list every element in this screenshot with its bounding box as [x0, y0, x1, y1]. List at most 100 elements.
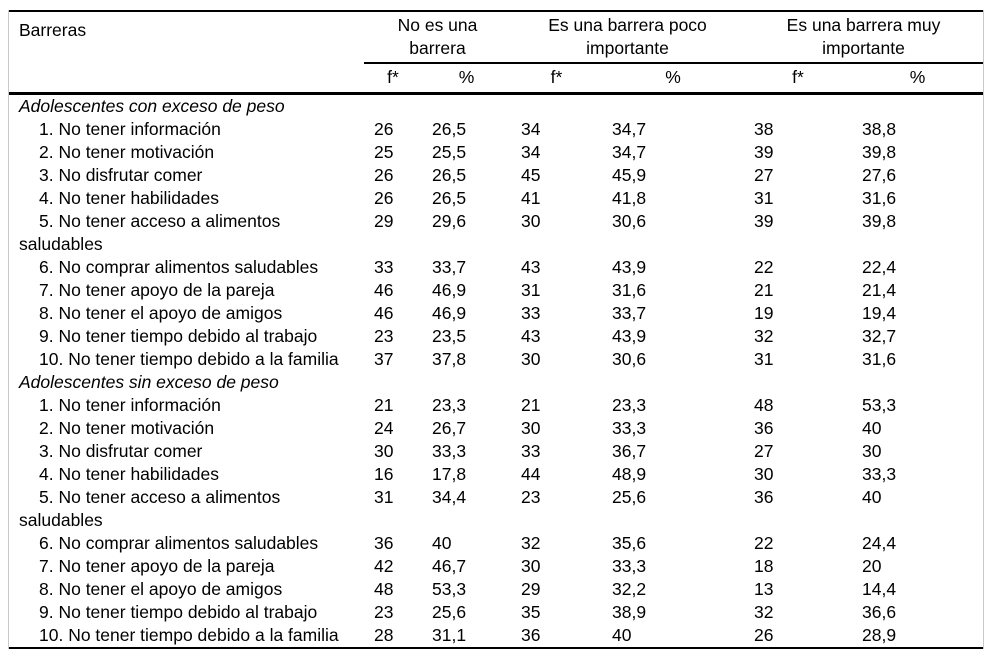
value-cell: 31 [374, 486, 394, 507]
value-cell: 18 [754, 555, 774, 576]
value-cell: 43 [521, 325, 541, 346]
value-cell: 34,7 [612, 118, 647, 139]
value-cell: 35,6 [612, 532, 647, 553]
value-cell: 46,7 [432, 555, 467, 576]
barrier-label: 1. No tener información [39, 118, 221, 139]
value-cell: 43,9 [612, 256, 647, 277]
value-cell: 32 [521, 532, 541, 553]
value-cell: 36,6 [862, 601, 897, 622]
value-cell: 13 [754, 578, 774, 599]
value-cell: 21 [754, 279, 774, 300]
value-cell: 24 [374, 417, 394, 438]
table-row: 9. No tener tiempo debido al trabajo 23 25… [9, 601, 983, 624]
column-group-no-es-una-barrera: No es una barrera [364, 11, 511, 64]
barrier-label: 2. No tener motivación [39, 141, 215, 162]
value-cell: 46,9 [432, 279, 467, 300]
value-cell: 32 [754, 325, 774, 346]
value-cell: 29 [521, 578, 541, 599]
value-cell: 23 [374, 325, 394, 346]
value-cell: 23,3 [612, 394, 647, 415]
value-cell: 40 [612, 624, 632, 645]
barriers-table-container: Barreras No es una barrera Es una barrer… [8, 10, 984, 649]
value-cell: 30,6 [612, 210, 647, 231]
value-cell: 33,3 [612, 417, 647, 438]
value-cell: 26,5 [432, 164, 467, 185]
value-cell: 37 [374, 348, 394, 369]
value-cell: 33,7 [432, 256, 467, 277]
value-cell: 44 [521, 463, 541, 484]
value-cell: 16 [374, 463, 394, 484]
table-row: 1. No tener información 26 26,5 34 34,7 38 38,… [9, 118, 983, 141]
table-row: 7. No tener apoyo de la pareja 42 46,7 30 33… [9, 555, 983, 578]
value-cell: 23 [374, 601, 394, 622]
value-cell: 27 [754, 164, 774, 185]
value-cell: 21 [521, 394, 541, 415]
value-cell: 29 [374, 210, 394, 231]
table-row: 4. No tener habilidades 16 17,8 44 48,9 30 33,… [9, 463, 983, 486]
column-group-barrera-poco-importante: Es una barrera poco importante [511, 11, 745, 64]
table-body: Adolescentes con exceso de peso 1. No ten… [9, 93, 983, 648]
section-title-row: Adolescentes sin exceso de peso [9, 371, 983, 394]
value-cell: 40 [432, 532, 452, 553]
barrier-label: 1. No tener información [39, 394, 221, 415]
value-cell: 35 [521, 601, 541, 622]
value-cell: 34 [521, 141, 541, 162]
value-cell: 40 [862, 486, 882, 507]
value-cell: 22,4 [862, 256, 897, 277]
value-cell: 30 [521, 555, 541, 576]
value-cell: 31 [754, 187, 774, 208]
section-title: Adolescentes con exceso de peso [19, 95, 285, 116]
value-cell: 32,2 [612, 578, 647, 599]
value-cell: 31 [521, 279, 541, 300]
value-cell: 30 [521, 348, 541, 369]
value-cell: 25,6 [432, 601, 467, 622]
value-cell: 41,8 [612, 187, 647, 208]
value-cell: 32 [754, 601, 774, 622]
barrier-label: 8. No tener el apoyo de amigos [39, 302, 283, 323]
value-cell: 39,8 [862, 141, 897, 162]
value-cell: 33,3 [612, 555, 647, 576]
barrier-label: 10. No tener tiempo debido a la familia [39, 624, 339, 645]
table-header: Barreras No es una barrera Es una barrer… [9, 11, 984, 95]
barrier-label: 2. No tener motivación [39, 417, 215, 438]
value-cell: 48 [754, 394, 774, 415]
table-row: 7. No tener apoyo de la pareja 46 46,9 31 31… [9, 279, 983, 302]
value-cell: 36 [521, 624, 541, 645]
value-cell: 48 [374, 578, 394, 599]
value-cell: 30 [862, 440, 882, 461]
value-cell: 46 [374, 302, 394, 323]
table-row: 8. No tener el apoyo de amigos 46 46,9 33 33… [9, 302, 983, 325]
value-cell: 26 [754, 624, 774, 645]
subheader-f-group3: f* [744, 63, 853, 95]
barrier-label: 5. No tener acceso a alimentos saludable… [19, 210, 281, 254]
subheader-pct-group1: % [422, 63, 511, 95]
value-cell: 26 [374, 187, 394, 208]
table-row: 10. No tener tiempo debido a la familia 2… [9, 624, 983, 648]
value-cell: 25,6 [612, 486, 647, 507]
value-cell: 34,4 [432, 486, 467, 507]
barrier-label: 7. No tener apoyo de la pareja [39, 555, 275, 576]
value-cell: 25,5 [432, 141, 467, 162]
barrier-label: 3. No disfrutar comer [39, 164, 203, 185]
value-cell: 23,3 [432, 394, 467, 415]
subheader-pct-group3: % [852, 63, 984, 95]
subheader-f-group1: f* [364, 63, 422, 95]
value-cell: 31,6 [862, 187, 897, 208]
value-cell: 36,7 [612, 440, 647, 461]
value-cell: 37,8 [432, 348, 467, 369]
value-cell: 46 [374, 279, 394, 300]
value-cell: 33,3 [432, 440, 467, 461]
value-cell: 48,9 [612, 463, 647, 484]
value-cell: 26 [374, 164, 394, 185]
value-cell: 34,7 [612, 141, 647, 162]
table-row: 5. No tener acceso a alimentos saludable… [9, 210, 983, 256]
value-cell: 30 [521, 210, 541, 231]
value-cell: 42 [374, 555, 394, 576]
table-row: 5. No tener acceso a alimentos saludable… [9, 486, 983, 532]
value-cell: 31,6 [612, 279, 647, 300]
value-cell: 36 [374, 532, 394, 553]
value-cell: 17,8 [432, 463, 467, 484]
section-title-row: Adolescentes con exceso de peso [9, 93, 983, 118]
value-cell: 36 [754, 417, 774, 438]
table-row: 2. No tener motivación 25 25,5 34 34,7 39 39,8 [9, 141, 983, 164]
